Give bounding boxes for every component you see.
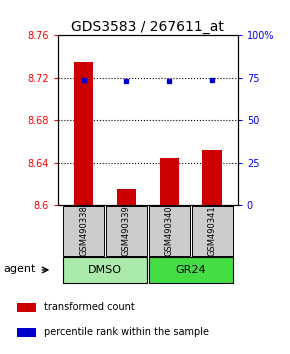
FancyBboxPatch shape: [63, 257, 147, 283]
Text: percentile rank within the sample: percentile rank within the sample: [44, 327, 209, 337]
Text: GSM490338: GSM490338: [79, 206, 88, 256]
Bar: [74, 62, 93, 205]
FancyBboxPatch shape: [149, 206, 190, 256]
Bar: [17, 303, 36, 312]
FancyBboxPatch shape: [63, 206, 104, 256]
Bar: [202, 150, 222, 205]
Text: GSM490341: GSM490341: [208, 206, 217, 256]
Text: GSM490340: GSM490340: [165, 206, 174, 256]
FancyBboxPatch shape: [192, 206, 233, 256]
Bar: [17, 327, 36, 337]
FancyBboxPatch shape: [149, 257, 233, 283]
Bar: [117, 189, 136, 205]
Text: GSM490339: GSM490339: [122, 206, 131, 256]
Text: transformed count: transformed count: [44, 302, 134, 312]
Text: GR24: GR24: [175, 265, 206, 275]
Text: DMSO: DMSO: [88, 265, 122, 275]
FancyBboxPatch shape: [106, 206, 147, 256]
Title: GDS3583 / 267611_at: GDS3583 / 267611_at: [71, 21, 224, 34]
Bar: [160, 158, 179, 205]
Text: agent: agent: [3, 264, 35, 274]
